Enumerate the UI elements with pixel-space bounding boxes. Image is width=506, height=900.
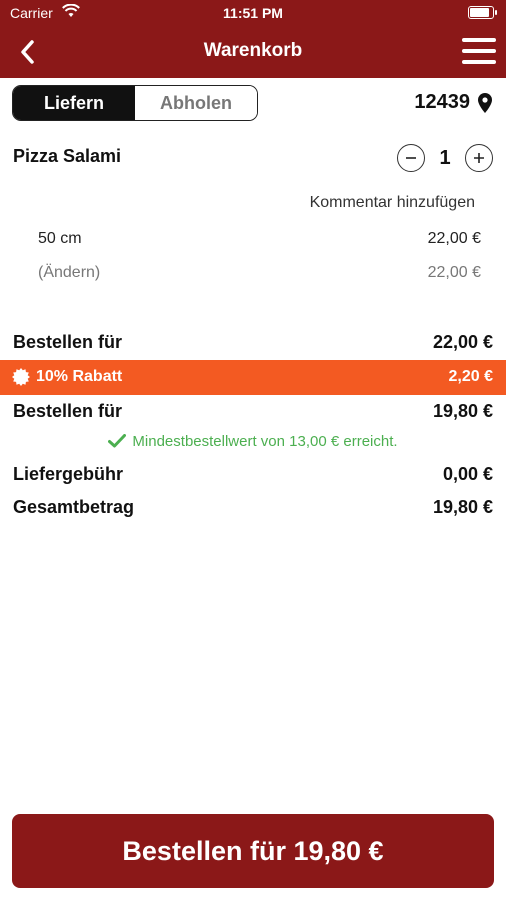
- total-amount: 19,80 €: [432, 497, 493, 517]
- cart-item-name: Pizza Salami: [13, 146, 122, 166]
- item-size-row: 50 cm 22,00 €: [38, 230, 481, 248]
- navigation-bar: Warenkorb: [0, 26, 506, 78]
- delivery-mode-toggle: Liefern Abholen: [12, 85, 258, 121]
- order-subtotal-row: Bestellen für 22,00 €: [13, 332, 493, 353]
- decrease-quantity-button[interactable]: [397, 144, 425, 172]
- quantity-value: 1: [439, 146, 451, 169]
- delivery-fee-label: Liefergebühr: [13, 464, 124, 484]
- plus-icon: [474, 153, 484, 163]
- order-subtotal-label: Bestellen für: [13, 332, 123, 352]
- add-comment-link[interactable]: Kommentar hinzufügen: [309, 194, 475, 211]
- delivery-fee-amount: 0,00 €: [442, 464, 493, 484]
- delivery-fee-row: Liefergebühr 0,00 €: [13, 464, 493, 485]
- hamburger-menu-icon[interactable]: [462, 38, 496, 64]
- item-change-price: 22,00 €: [427, 264, 481, 281]
- item-size-price: 22,00 €: [427, 230, 481, 247]
- discounted-subtotal-row: Bestellen für 19,80 €: [13, 401, 493, 422]
- quantity-stepper: 1: [397, 144, 493, 172]
- total-row: Gesamtbetrag 19,80 €: [13, 497, 493, 518]
- status-bar: Carrier 11:51 PM: [0, 0, 506, 26]
- carrier-label: Carrier: [10, 5, 53, 21]
- page-title: Warenkorb: [203, 40, 303, 61]
- item-change-row: (Ändern) 22,00 €: [38, 264, 481, 282]
- tab-pickup[interactable]: Abholen: [135, 86, 257, 120]
- total-label: Gesamtbetrag: [13, 497, 135, 517]
- zip-code: 12439: [414, 91, 470, 113]
- battery-icon: [468, 6, 497, 19]
- discount-label-group: 10% Rabatt: [12, 368, 122, 386]
- app-bar: Carrier 11:51 PM Warenkorb: [0, 0, 506, 78]
- change-item-link[interactable]: (Ändern): [38, 264, 101, 281]
- delivery-zip[interactable]: 12439: [414, 91, 492, 114]
- discount-badge-icon: [12, 368, 30, 386]
- location-pin-icon: [478, 92, 492, 113]
- discount-label: 10% Rabatt: [36, 368, 123, 385]
- discount-amount: 2,20 €: [448, 368, 493, 385]
- order-subtotal-amount: 22,00 €: [432, 332, 493, 352]
- minimum-order-text: Mindestbestellwert von 13,00 € erreicht.: [132, 433, 398, 450]
- minimum-order-notice: Mindestbestellwert von 13,00 € erreicht.: [0, 433, 506, 450]
- clock: 11:51 PM: [223, 5, 283, 21]
- wifi-icon: [62, 3, 80, 21]
- discount-row: 10% Rabatt 2,20 €: [0, 360, 506, 395]
- discounted-subtotal-amount: 19,80 €: [432, 401, 493, 421]
- discounted-subtotal-label: Bestellen für: [13, 401, 123, 421]
- back-icon[interactable]: [14, 37, 44, 67]
- item-size-label: 50 cm: [38, 230, 82, 247]
- check-icon: [108, 434, 127, 448]
- minus-icon: [406, 157, 416, 159]
- tab-deliver[interactable]: Liefern: [13, 86, 135, 120]
- increase-quantity-button[interactable]: [465, 144, 493, 172]
- place-order-button[interactable]: Bestellen für 19,80 €: [12, 814, 494, 888]
